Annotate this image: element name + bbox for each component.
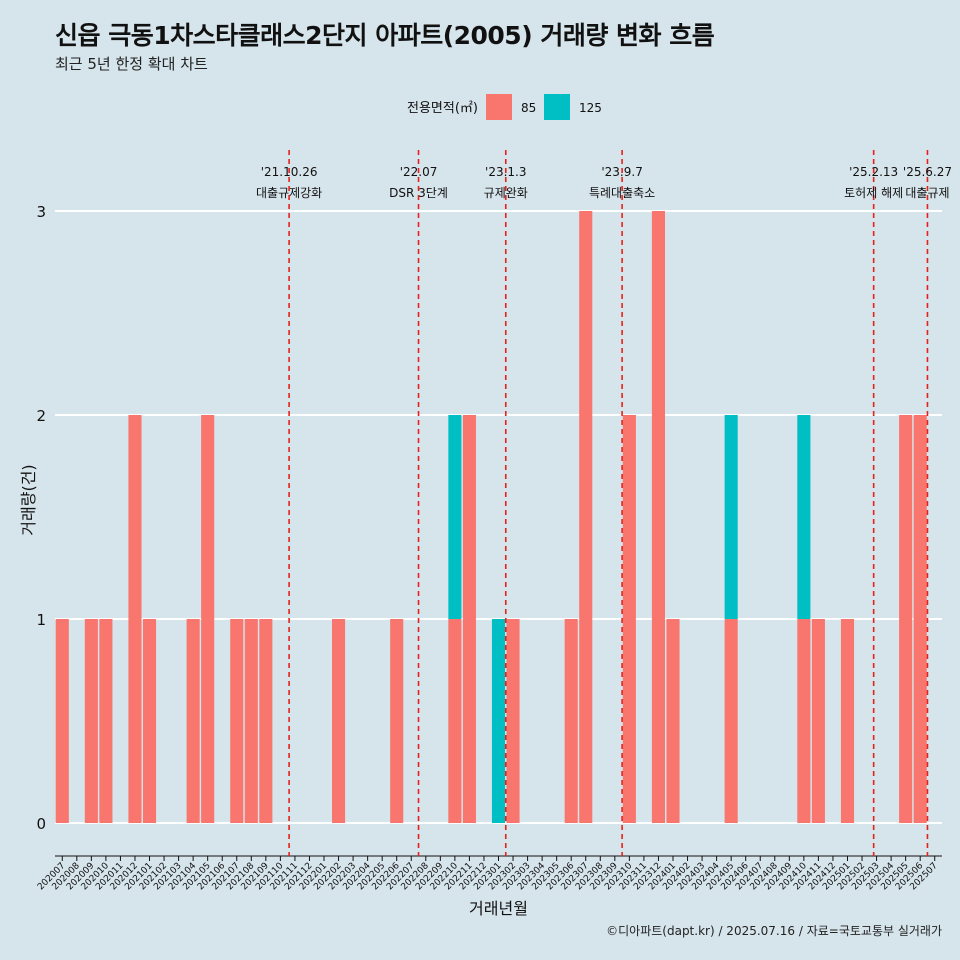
y-tick-label: 1 — [36, 611, 46, 629]
bar-85 — [55, 619, 69, 823]
bar-85 — [811, 619, 825, 823]
bar-85 — [899, 415, 913, 823]
event-label: 토허제 해제 — [844, 186, 903, 200]
legend-swatch-125 — [544, 94, 570, 120]
event-date: '25.6.27 — [903, 165, 952, 179]
bar-85 — [390, 619, 404, 823]
legend-label-125: 125 — [579, 101, 602, 115]
bar-125 — [724, 415, 738, 619]
bar-85 — [84, 619, 98, 823]
bar-85 — [186, 619, 200, 823]
source-caption: ©디아파트(dapt.kr) / 2025.07.16 / 자료=국토교통부 실… — [606, 924, 942, 938]
bar-85 — [913, 415, 927, 823]
y-tick-label: 2 — [36, 407, 46, 425]
bar-85 — [506, 619, 520, 823]
event-label: 대출규제 — [905, 186, 949, 200]
bar-85 — [128, 415, 142, 823]
bar-85 — [259, 619, 273, 823]
event-date: '21.10.26 — [261, 165, 318, 179]
event-label: 특례대출축소 — [589, 186, 655, 200]
chart-subtitle: 최근 5년 한정 확대 차트 — [55, 55, 208, 73]
event-label: 규제완화 — [484, 186, 528, 200]
event-label: DSR 3단계 — [389, 186, 448, 200]
bar-85 — [579, 211, 593, 823]
bar-125 — [491, 619, 506, 823]
x-axis-title: 거래년월 — [469, 899, 528, 918]
legend-title: 전용면적(㎡) — [407, 101, 478, 116]
event-label: 대출규제강화 — [256, 186, 322, 200]
event-date: '23.1.3 — [485, 165, 526, 179]
bar-125 — [797, 415, 811, 619]
bar-85 — [666, 619, 680, 823]
bar-85 — [462, 415, 476, 823]
bar-85 — [142, 619, 157, 823]
legend-swatch-85 — [486, 94, 512, 120]
bar-85 — [448, 619, 462, 823]
bar-85 — [99, 619, 113, 823]
bar-85 — [840, 619, 855, 823]
y-axis-title: 거래량(건) — [19, 464, 38, 535]
bar-85 — [244, 619, 258, 823]
bar-85 — [724, 619, 738, 823]
event-date: '25.2.13 — [849, 165, 898, 179]
y-tick-label: 3 — [36, 203, 46, 221]
bar-85 — [201, 415, 215, 823]
bar-125 — [448, 415, 462, 619]
event-date: '22.07 — [400, 165, 438, 179]
bar-85 — [651, 211, 665, 823]
event-date: '23.9.7 — [601, 165, 642, 179]
bar-85 — [564, 619, 578, 823]
legend-label-85: 85 — [521, 101, 536, 115]
bar-85 — [622, 415, 636, 823]
bar-85 — [332, 619, 346, 823]
y-tick-label: 0 — [36, 815, 46, 833]
bar-85 — [230, 619, 244, 823]
chart-title: 신읍 극동1차스타클래스2단지 아파트(2005) 거래량 변화 흐름 — [55, 21, 715, 50]
bar-85 — [797, 619, 811, 823]
